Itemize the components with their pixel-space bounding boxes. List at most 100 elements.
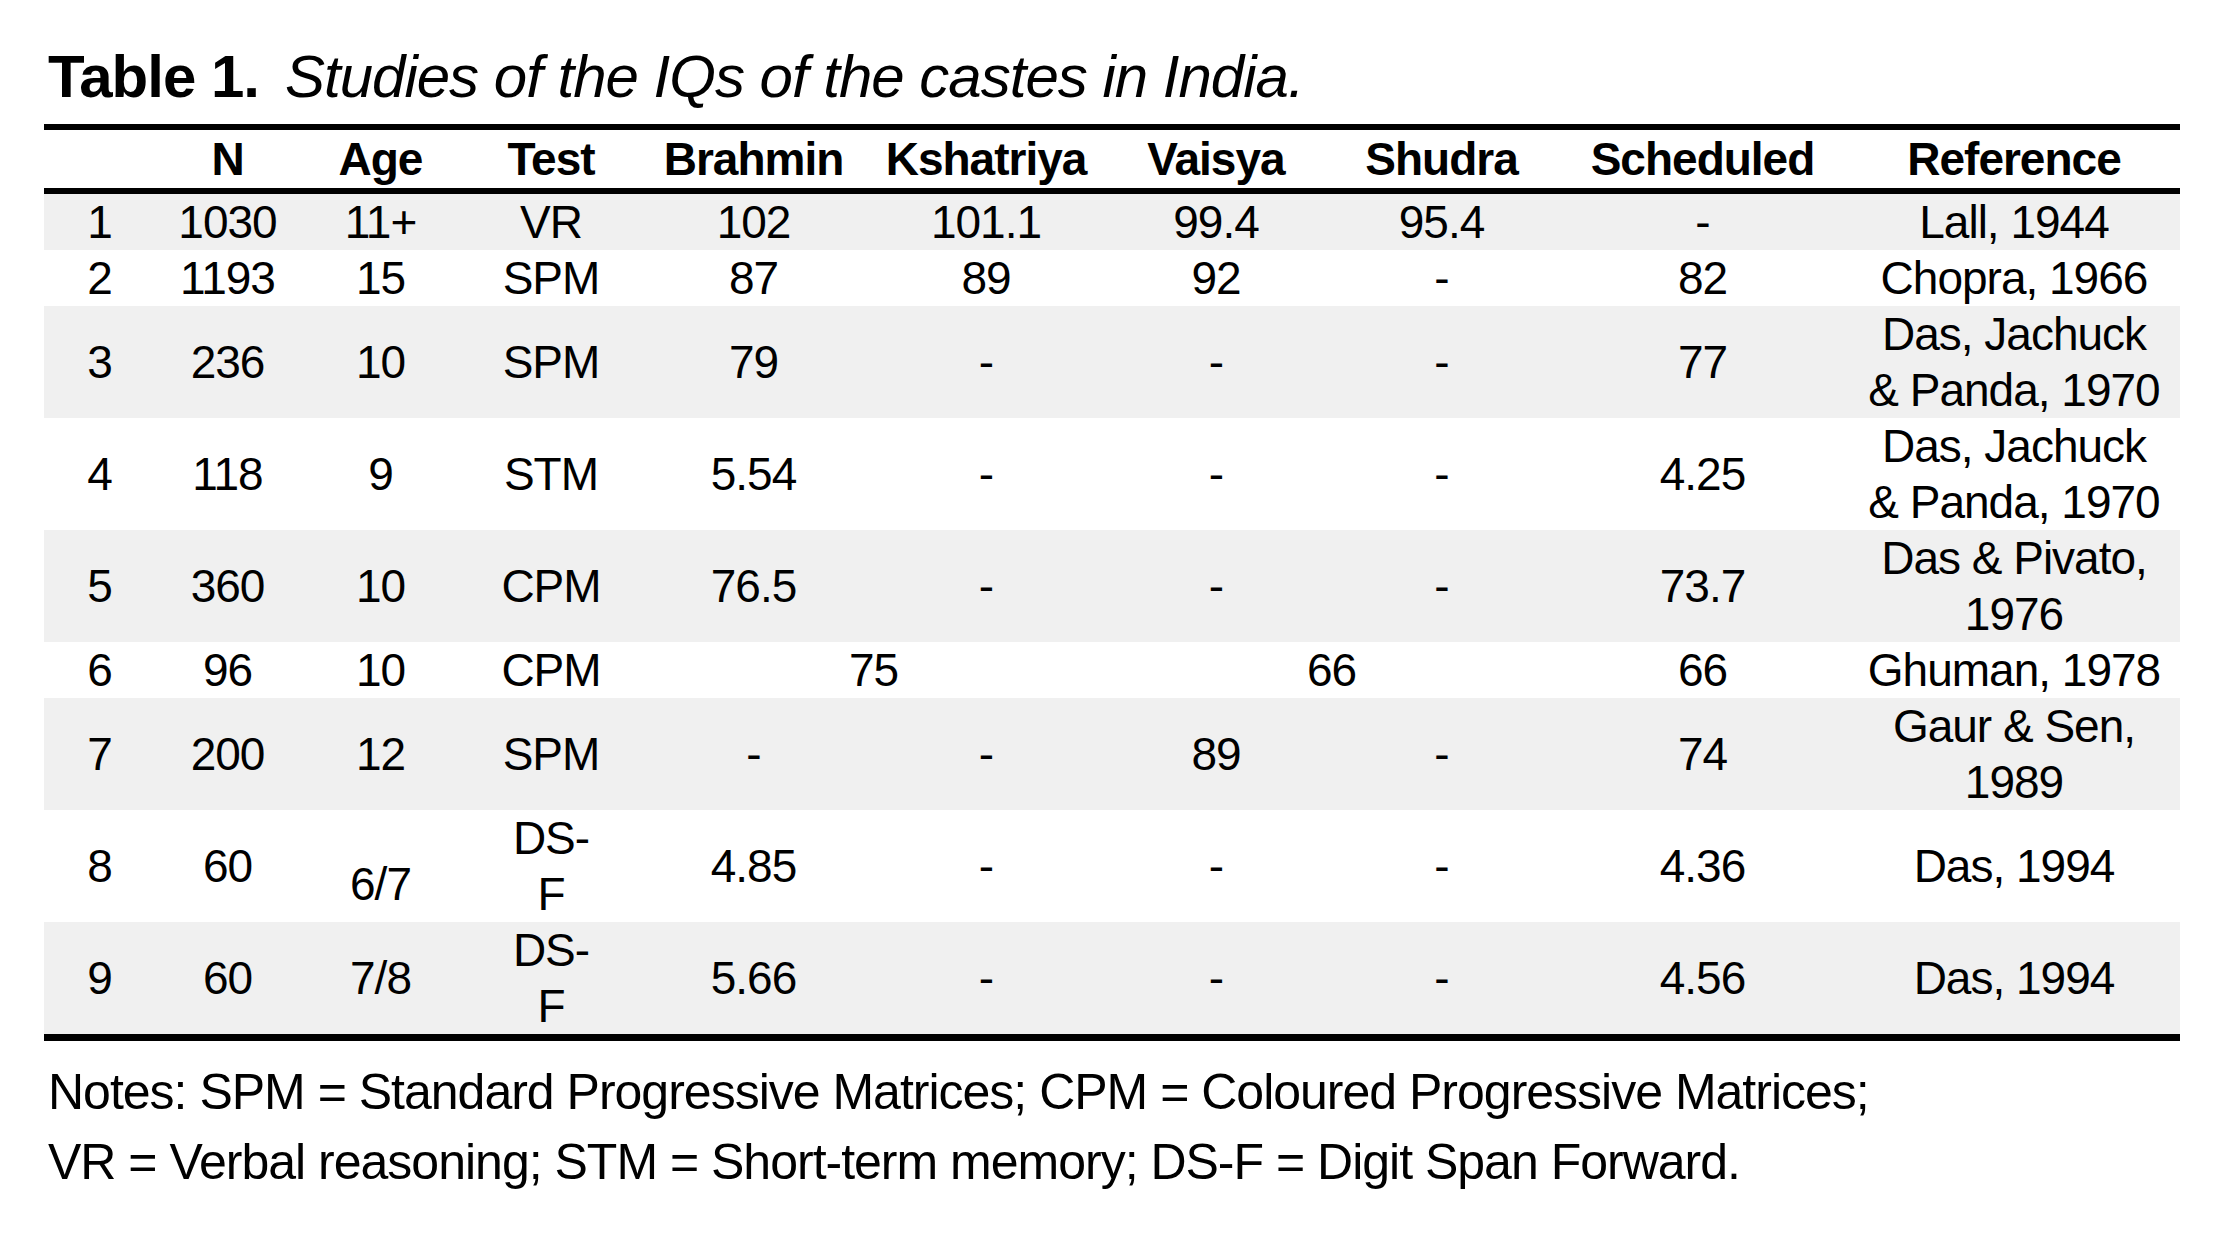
table-cell: 15: [300, 250, 461, 306]
table-cell: 4.85: [641, 810, 866, 922]
table-row: 41189STM5.54---4.25Das, Jachuck & Panda,…: [44, 418, 2180, 530]
table-cell: 6/7: [300, 810, 461, 922]
table-header: N Age Test Brahmin Kshatriya Vaisya Shud…: [44, 127, 2180, 191]
table-cell: 200: [155, 698, 300, 810]
table-cell: 12: [300, 698, 461, 810]
table-cell: -: [866, 698, 1106, 810]
table-cell: -: [866, 530, 1106, 642]
table-cell: -: [1557, 191, 1848, 250]
table-cell: 1: [44, 191, 155, 250]
table-cell: 77: [1557, 306, 1848, 418]
table-cell: 7: [44, 698, 155, 810]
table-cell: VR: [461, 191, 641, 250]
table-cell: 66: [1557, 642, 1848, 698]
table-cell: -: [866, 810, 1106, 922]
table-cell: -: [866, 418, 1106, 530]
table-cell: Ghuman, 1978: [1848, 642, 2180, 698]
table-row: 323610SPM79---77Das, Jachuck & Panda, 19…: [44, 306, 2180, 418]
table-cell: -: [866, 922, 1106, 1038]
table-cell: 101.1: [866, 191, 1106, 250]
table-row: 1103011+VR102101.199.495.4-Lall, 1944: [44, 191, 2180, 250]
table-cell: 9: [44, 922, 155, 1038]
column-header-age: Age: [300, 127, 461, 191]
column-header-n: N: [155, 127, 300, 191]
table-cell: 60: [155, 922, 300, 1038]
table-cell: -: [1106, 530, 1326, 642]
table-cell: 87: [641, 250, 866, 306]
table-cell: Lall, 1944: [1848, 191, 2180, 250]
table-cell: 5.66: [641, 922, 866, 1038]
table-cell: Chopra, 1966: [1848, 250, 2180, 306]
table-caption: Table 1.Studies of the IQs of the castes…: [48, 44, 2180, 110]
table-cell: 95.4: [1326, 191, 1557, 250]
table-cell: 96: [155, 642, 300, 698]
table-cell: 4: [44, 418, 155, 530]
table-cell: 3: [44, 306, 155, 418]
table-cell: Das, 1994: [1848, 922, 2180, 1038]
table-row: 69610CPM756666Ghuman, 1978: [44, 642, 2180, 698]
column-header-shudra: Shudra: [1326, 127, 1557, 191]
table-cell: 60: [155, 810, 300, 922]
table-cell: 82: [1557, 250, 1848, 306]
table-cell: 75: [641, 642, 1106, 698]
column-header-scheduled: Scheduled: [1557, 127, 1848, 191]
notes: Notes: SPM = Standard Progressive Matric…: [48, 1057, 2180, 1197]
table-cell: 360: [155, 530, 300, 642]
table-body: 1103011+VR102101.199.495.4-Lall, 1944211…: [44, 191, 2180, 1038]
table-caption-text: Studies of the IQs of the castes in Indi…: [285, 43, 1304, 110]
table-cell: 7/8: [300, 922, 461, 1038]
column-header-test: Test: [461, 127, 641, 191]
table-cell: 74: [1557, 698, 1848, 810]
table-cell: 4.36: [1557, 810, 1848, 922]
table-cell: DS- F: [461, 810, 641, 922]
table-cell: Gaur & Sen, 1989: [1848, 698, 2180, 810]
table-cell: 66: [1106, 642, 1557, 698]
table-cell: 8: [44, 810, 155, 922]
table-cell: -: [1326, 250, 1557, 306]
table-cell: 102: [641, 191, 866, 250]
table-cell: 89: [1106, 698, 1326, 810]
table-cell: 73.7: [1557, 530, 1848, 642]
table-cell: -: [1326, 306, 1557, 418]
table-cell: 10: [300, 530, 461, 642]
column-header-reference: Reference: [1848, 127, 2180, 191]
table-cell: Das, Jachuck & Panda, 1970: [1848, 418, 2180, 530]
table-cell: -: [1326, 530, 1557, 642]
table-cell: DS- F: [461, 922, 641, 1038]
table-cell: CPM: [461, 642, 641, 698]
table-cell: -: [1106, 922, 1326, 1038]
table-cell: -: [1326, 418, 1557, 530]
table-cell: 10: [300, 642, 461, 698]
notes-line-1: Notes: SPM = Standard Progressive Matric…: [48, 1057, 2180, 1127]
column-header-rownum: [44, 127, 155, 191]
table-cell: 1030: [155, 191, 300, 250]
table-row: 9607/8DS- F5.66---4.56Das, 1994: [44, 922, 2180, 1038]
table-cell: STM: [461, 418, 641, 530]
table-cell: SPM: [461, 306, 641, 418]
table-cell: -: [1326, 810, 1557, 922]
table-row: 8606/7DS- F4.85---4.36Das, 1994: [44, 810, 2180, 922]
table-cell: SPM: [461, 250, 641, 306]
table-row: 2119315SPM878992-82Chopra, 1966: [44, 250, 2180, 306]
table-cell: -: [866, 306, 1106, 418]
table-cell: 10: [300, 306, 461, 418]
column-header-vaisya: Vaisya: [1106, 127, 1326, 191]
table-cell: SPM: [461, 698, 641, 810]
table-cell: -: [1106, 418, 1326, 530]
table-cell: 5.54: [641, 418, 866, 530]
table-cell: 236: [155, 306, 300, 418]
table-cell: CPM: [461, 530, 641, 642]
notes-line-2: VR = Verbal reasoning; STM = Short-term …: [48, 1127, 2180, 1197]
table-cell: 2: [44, 250, 155, 306]
table-cell: 5: [44, 530, 155, 642]
table-cell: 92: [1106, 250, 1326, 306]
page: Table 1.Studies of the IQs of the castes…: [0, 0, 2220, 1197]
table-cell: 89: [866, 250, 1106, 306]
table-cell: 9: [300, 418, 461, 530]
table-cell: 4.25: [1557, 418, 1848, 530]
column-header-kshatriya: Kshatriya: [866, 127, 1106, 191]
iq-studies-table: N Age Test Brahmin Kshatriya Vaisya Shud…: [44, 124, 2180, 1041]
table-cell: Das & Pivato, 1976: [1848, 530, 2180, 642]
table-cell: 99.4: [1106, 191, 1326, 250]
table-cell: 11+: [300, 191, 461, 250]
